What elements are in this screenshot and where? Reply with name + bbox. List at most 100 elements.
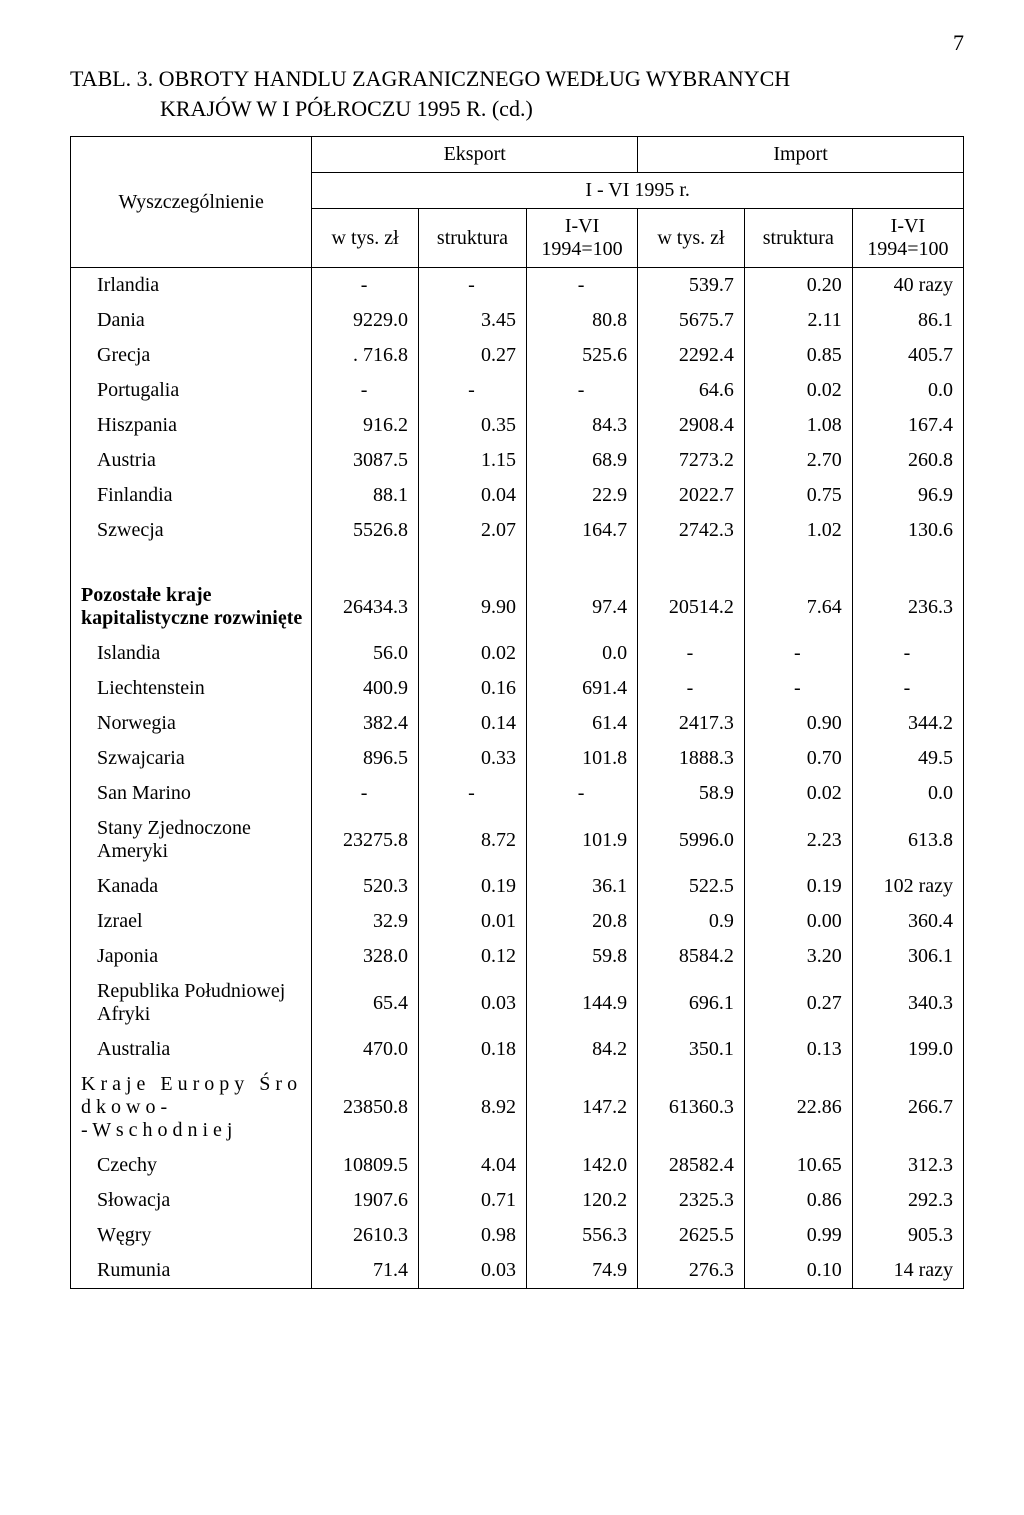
cell-e3: 80.8 bbox=[526, 303, 637, 338]
cell-i3: 260.8 bbox=[852, 443, 963, 478]
table-row: Portugalia---64.60.020.0 bbox=[71, 373, 964, 408]
row-label: Irlandia bbox=[71, 268, 312, 304]
row-label: Węgry bbox=[71, 1218, 312, 1253]
cell-e2: 0.98 bbox=[418, 1218, 526, 1253]
cell-e3: 20.8 bbox=[526, 904, 637, 939]
table-row: Hiszpania916.20.3584.32908.41.08167.4 bbox=[71, 408, 964, 443]
row-label: Norwegia bbox=[71, 706, 312, 741]
cell-e2: 0.71 bbox=[418, 1183, 526, 1218]
cell-e1: 3087.5 bbox=[312, 443, 419, 478]
cell-e2: 9.90 bbox=[418, 578, 526, 636]
header-wys: Wyszczególnienie bbox=[71, 137, 312, 268]
table-row: Dania9229.03.4580.85675.72.1186.1 bbox=[71, 303, 964, 338]
cell-i2: - bbox=[744, 671, 852, 706]
cell-i1: 2908.4 bbox=[638, 408, 745, 443]
cell-e2: 0.04 bbox=[418, 478, 526, 513]
table-body: Irlandia---539.70.2040 razyDania9229.03.… bbox=[71, 268, 964, 1289]
row-label: Hiszpania bbox=[71, 408, 312, 443]
cell-e1: 26434.3 bbox=[312, 578, 419, 636]
cell-e2: 0.18 bbox=[418, 1032, 526, 1067]
cell-i2: 7.64 bbox=[744, 578, 852, 636]
table-header: Wyszczególnienie Eksport Import I - VI 1… bbox=[71, 137, 964, 268]
cell-i3: 199.0 bbox=[852, 1032, 963, 1067]
cell-e2: 8.72 bbox=[418, 811, 526, 869]
cell-i2: 0.00 bbox=[744, 904, 852, 939]
cell-i2: 0.02 bbox=[744, 776, 852, 811]
cell-e1: 5526.8 bbox=[312, 513, 419, 548]
cell-e3: 691.4 bbox=[526, 671, 637, 706]
cell-i2: 10.65 bbox=[744, 1148, 852, 1183]
cell-e3: 59.8 bbox=[526, 939, 637, 974]
row-label: Portugalia bbox=[71, 373, 312, 408]
cell-e3: 36.1 bbox=[526, 869, 637, 904]
cell-i2: 0.86 bbox=[744, 1183, 852, 1218]
cell-i1: 522.5 bbox=[638, 869, 745, 904]
row-label: Rumunia bbox=[71, 1253, 312, 1289]
spacer-cell bbox=[852, 548, 963, 578]
table-row: Finlandia88.10.0422.92022.70.7596.9 bbox=[71, 478, 964, 513]
cell-i3: 306.1 bbox=[852, 939, 963, 974]
cell-e2: 0.02 bbox=[418, 636, 526, 671]
cell-e3: 147.2 bbox=[526, 1067, 637, 1148]
cell-e3: 0.0 bbox=[526, 636, 637, 671]
cell-e2: 0.12 bbox=[418, 939, 526, 974]
cell-e2: 0.03 bbox=[418, 974, 526, 1032]
cell-e2: 0.01 bbox=[418, 904, 526, 939]
cell-e1: 1907.6 bbox=[312, 1183, 419, 1218]
cell-e1: 520.3 bbox=[312, 869, 419, 904]
header-i-wtys: w tys. zł bbox=[638, 209, 745, 268]
cell-i1: 5996.0 bbox=[638, 811, 745, 869]
cell-e3: 22.9 bbox=[526, 478, 637, 513]
cell-e1: - bbox=[312, 776, 419, 811]
row-label: Kanada bbox=[71, 869, 312, 904]
cell-e3: 74.9 bbox=[526, 1253, 637, 1289]
cell-e3: 525.6 bbox=[526, 338, 637, 373]
cell-e3: 144.9 bbox=[526, 974, 637, 1032]
cell-e2: 1.15 bbox=[418, 443, 526, 478]
cell-i2: 2.11 bbox=[744, 303, 852, 338]
cell-e3: 97.4 bbox=[526, 578, 637, 636]
cell-e1: 916.2 bbox=[312, 408, 419, 443]
table-row: Rumunia71.40.0374.9276.30.1014 razy bbox=[71, 1253, 964, 1289]
cell-i1: 276.3 bbox=[638, 1253, 745, 1289]
cell-i2: 0.27 bbox=[744, 974, 852, 1032]
row-label: Japonia bbox=[71, 939, 312, 974]
cell-i3: 613.8 bbox=[852, 811, 963, 869]
cell-i1: 61360.3 bbox=[638, 1067, 745, 1148]
cell-e1: 71.4 bbox=[312, 1253, 419, 1289]
cell-i2: 3.20 bbox=[744, 939, 852, 974]
cell-e2: 0.27 bbox=[418, 338, 526, 373]
row-label: Szwajcaria bbox=[71, 741, 312, 776]
spacer-cell bbox=[744, 548, 852, 578]
cell-e2: 0.03 bbox=[418, 1253, 526, 1289]
cell-e1: 896.5 bbox=[312, 741, 419, 776]
cell-i3: 0.0 bbox=[852, 373, 963, 408]
data-table: Wyszczególnienie Eksport Import I - VI 1… bbox=[70, 136, 964, 1289]
cell-i1: - bbox=[638, 636, 745, 671]
cell-e1: 470.0 bbox=[312, 1032, 419, 1067]
cell-e1: - bbox=[312, 373, 419, 408]
cell-e2: 0.35 bbox=[418, 408, 526, 443]
table-row: Australia470.00.1884.2350.10.13199.0 bbox=[71, 1032, 964, 1067]
cell-i1: 2417.3 bbox=[638, 706, 745, 741]
table-row: Słowacja1907.60.71120.22325.30.86292.3 bbox=[71, 1183, 964, 1218]
cell-i1: 696.1 bbox=[638, 974, 745, 1032]
cell-i2: 0.75 bbox=[744, 478, 852, 513]
cell-e3: 556.3 bbox=[526, 1218, 637, 1253]
spacer-cell bbox=[526, 548, 637, 578]
header-i-struktura: struktura bbox=[744, 209, 852, 268]
cell-e1: 400.9 bbox=[312, 671, 419, 706]
page-number: 7 bbox=[70, 30, 964, 56]
table-subtitle: KRAJÓW W I PÓŁROCZU 1995 R. (cd.) bbox=[160, 96, 964, 122]
cell-i2: 22.86 bbox=[744, 1067, 852, 1148]
spacer-cell bbox=[418, 548, 526, 578]
cell-i1: 58.9 bbox=[638, 776, 745, 811]
cell-i1: 7273.2 bbox=[638, 443, 745, 478]
table-row: Grecja. 716.80.27525.62292.40.85405.7 bbox=[71, 338, 964, 373]
cell-e1: . 716.8 bbox=[312, 338, 419, 373]
cell-i3: 40 razy bbox=[852, 268, 963, 304]
cell-i3: 905.3 bbox=[852, 1218, 963, 1253]
cell-e1: - bbox=[312, 268, 419, 304]
cell-e3: 84.2 bbox=[526, 1032, 637, 1067]
cell-e2: 8.92 bbox=[418, 1067, 526, 1148]
